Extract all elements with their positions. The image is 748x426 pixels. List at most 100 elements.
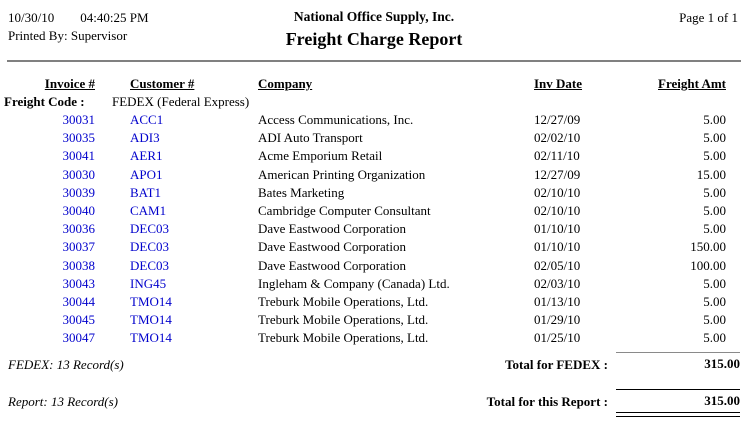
report-title: Freight Charge Report (285, 29, 463, 49)
invoice-number-link[interactable]: 30036 (62, 221, 96, 237)
freight-amount-cell: 5.00 (703, 330, 726, 346)
freight-amount-cell: 5.00 (703, 130, 726, 146)
customer-number-link[interactable]: TMO14 (130, 330, 172, 346)
report-total-label: Total for this Report : (486, 394, 608, 410)
report-total-amount: 315.00 (616, 389, 740, 418)
invoice-date-cell: 02/03/10 (534, 275, 581, 291)
company-name-cell: American Printing Organization (258, 166, 426, 182)
freight-code-value: FEDEX (Federal Express) (112, 94, 250, 109)
company-name-cell: Dave Eastwood Corporation (258, 221, 407, 237)
group-footer-row: FEDEX: 13 Record(s) Total for FEDEX : 31… (0, 352, 748, 374)
table-row: 30035 ADI3 ADI Auto Transport 02/02/10 5… (0, 129, 748, 147)
column-header-inv-date: Inv Date (534, 76, 583, 91)
page-number: Page 1 of 1 (679, 10, 738, 25)
customer-number-link[interactable]: CAM1 (130, 202, 167, 218)
report-record-count: Report: 13 Record(s) (8, 394, 118, 410)
table-row: 30045 TMO14 Treburk Mobile Operations, L… (0, 311, 748, 329)
printed-by: Printed By: Supervisor (8, 28, 128, 43)
column-header-customer: Customer # (130, 76, 195, 91)
freight-amount-cell: 5.00 (703, 275, 726, 291)
invoice-number-link[interactable]: 30047 (62, 330, 96, 346)
invoice-date-cell: 12/27/09 (534, 112, 581, 127)
customer-number-link[interactable]: DEC03 (130, 239, 169, 255)
customer-number-link[interactable]: ING45 (130, 275, 167, 291)
report-total-double-underline (616, 412, 740, 418)
freight-amount-cell: 100.00 (690, 257, 726, 273)
group-total-amount: 315.00 (616, 352, 740, 372)
group-header-row: Freight Code : FEDEX (Federal Express) (0, 93, 748, 111)
company-name-cell: Treburk Mobile Operations, Ltd. (258, 330, 429, 346)
invoice-date-cell: 01/10/10 (534, 239, 581, 255)
table-row: 30030 APO1 American Printing Organizatio… (0, 166, 748, 184)
freight-amount-cell: 15.00 (696, 166, 726, 182)
freight-amount-cell: 150.00 (690, 239, 726, 255)
customer-number-link[interactable]: APO1 (130, 166, 163, 182)
invoice-date-cell: 01/29/10 (534, 312, 581, 328)
invoice-date-cell: 02/05/10 (534, 257, 581, 273)
invoice-number-link[interactable]: 30039 (62, 184, 96, 200)
freight-code-label: Freight Code : (4, 94, 85, 109)
invoice-number-link[interactable]: 30030 (62, 166, 96, 182)
table-row: 30037 DEC03 Dave Eastwood Corporation 01… (0, 238, 748, 256)
column-header-invoice: Invoice # (44, 76, 95, 91)
freight-amount-cell: 5.00 (703, 312, 726, 328)
invoice-date-cell: 02/02/10 (534, 130, 581, 146)
customer-number-link[interactable]: DEC03 (130, 257, 169, 273)
table-row: 30031 ACC1 Access Communications, Inc. 1… (0, 111, 748, 129)
invoice-number-link[interactable]: 30043 (62, 275, 96, 291)
invoice-number-link[interactable]: 30044 (62, 293, 96, 309)
invoice-date-cell: 02/10/10 (534, 184, 581, 200)
invoice-date-cell: 12/27/09 (534, 166, 581, 182)
table-row: 30036 DEC03 Dave Eastwood Corporation 01… (0, 220, 748, 238)
company-name-cell: Cambridge Computer Consultant (258, 202, 431, 218)
freight-amount-cell: 5.00 (703, 293, 726, 309)
invoice-date-cell: 02/11/10 (534, 148, 580, 164)
invoice-number-link[interactable]: 30041 (62, 148, 96, 164)
company-name-cell: Dave Eastwood Corporation (258, 257, 407, 273)
invoice-number-link[interactable]: 30037 (62, 239, 96, 255)
company-name-cell: Treburk Mobile Operations, Ltd. (258, 312, 429, 328)
invoice-date-cell: 02/10/10 (534, 202, 581, 218)
company-name-cell: Bates Marketing (258, 184, 345, 200)
column-header-freight-amt: Freight Amt (658, 76, 726, 91)
table-body: 30031 ACC1 Access Communications, Inc. 1… (0, 111, 748, 347)
company-name-cell: Access Communications, Inc. (258, 112, 414, 127)
print-time: 04:40:25 PM (80, 10, 149, 25)
invoice-date-cell: 01/13/10 (534, 293, 581, 309)
print-date: 10/30/10 (8, 10, 55, 25)
company-name-cell: Acme Emporium Retail (258, 148, 383, 164)
customer-number-link[interactable]: TMO14 (130, 312, 172, 328)
customer-number-link[interactable]: DEC03 (130, 221, 169, 237)
group-total-label: Total for FEDEX : (505, 357, 608, 373)
invoice-number-link[interactable]: 30038 (62, 257, 96, 273)
customer-number-link[interactable]: ADI3 (130, 130, 160, 146)
customer-number-link[interactable]: BAT1 (130, 184, 162, 200)
customer-number-link[interactable]: TMO14 (130, 293, 172, 309)
invoice-number-link[interactable]: 30031 (62, 112, 96, 127)
print-date-time: 10/30/10 04:40:25 PM (8, 10, 149, 26)
table-row: 30038 DEC03 Dave Eastwood Corporation 02… (0, 257, 748, 275)
table-row: 30041 AER1 Acme Emporium Retail 02/11/10… (0, 147, 748, 165)
invoice-number-link[interactable]: 30045 (62, 312, 96, 328)
invoice-number-link[interactable]: 30035 (62, 130, 96, 146)
invoice-date-cell: 01/25/10 (534, 330, 581, 346)
freight-amount-cell: 5.00 (703, 112, 726, 127)
company-name-cell: Dave Eastwood Corporation (258, 239, 407, 255)
freight-amount-cell: 5.00 (703, 148, 726, 164)
report-header: 10/30/10 04:40:25 PM Printed By: Supervi… (0, 0, 748, 60)
customer-number-link[interactable]: ACC1 (130, 112, 164, 127)
table-row: 30039 BAT1 Bates Marketing 02/10/10 5.00 (0, 184, 748, 202)
group-record-count: FEDEX: 13 Record(s) (8, 357, 124, 373)
company-name-cell: Treburk Mobile Operations, Ltd. (258, 293, 429, 309)
freight-amount-cell: 5.00 (703, 184, 726, 200)
table-row: 30044 TMO14 Treburk Mobile Operations, L… (0, 293, 748, 311)
table-row: 30043 ING45 Ingleham & Company (Canada) … (0, 275, 748, 293)
invoice-number-link[interactable]: 30040 (62, 202, 96, 218)
company-name-cell: Ingleham & Company (Canada) Ltd. (258, 275, 450, 291)
customer-number-link[interactable]: AER1 (130, 148, 163, 164)
report-footer-row: Report: 13 Record(s) Total for this Repo… (0, 389, 748, 418)
freight-amount-cell: 5.00 (703, 202, 726, 218)
company-name-cell: ADI Auto Transport (258, 130, 363, 146)
column-header-row: Invoice # Customer # Company Inv Date Fr… (0, 75, 748, 93)
